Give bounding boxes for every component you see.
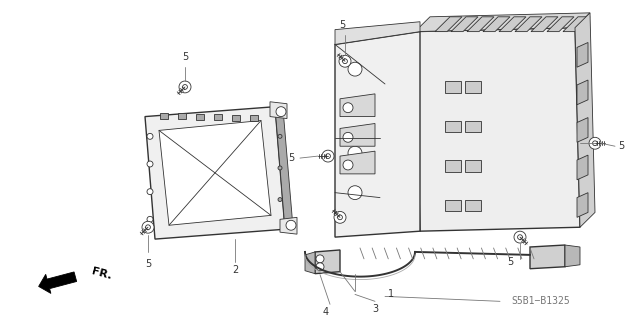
Polygon shape bbox=[465, 121, 481, 132]
Polygon shape bbox=[445, 160, 461, 172]
Text: 4: 4 bbox=[323, 307, 329, 317]
Bar bbox=[232, 115, 240, 121]
Text: 5: 5 bbox=[618, 141, 624, 151]
Polygon shape bbox=[465, 160, 481, 172]
Polygon shape bbox=[340, 151, 375, 174]
Polygon shape bbox=[340, 94, 375, 116]
Polygon shape bbox=[445, 81, 461, 93]
Text: FR.: FR. bbox=[90, 266, 113, 281]
Polygon shape bbox=[445, 121, 461, 132]
Bar bbox=[196, 114, 204, 120]
Text: S5B1−B1325: S5B1−B1325 bbox=[511, 296, 570, 306]
Polygon shape bbox=[451, 17, 478, 32]
Polygon shape bbox=[499, 17, 526, 32]
Circle shape bbox=[343, 103, 353, 113]
Polygon shape bbox=[530, 245, 565, 269]
Polygon shape bbox=[159, 121, 271, 225]
Circle shape bbox=[348, 62, 362, 76]
Polygon shape bbox=[467, 17, 494, 32]
Text: 2: 2 bbox=[232, 265, 238, 275]
Circle shape bbox=[338, 215, 342, 220]
Bar bbox=[178, 113, 186, 119]
Polygon shape bbox=[335, 32, 420, 237]
Polygon shape bbox=[547, 17, 574, 32]
Bar bbox=[250, 115, 258, 121]
Polygon shape bbox=[270, 102, 287, 119]
Polygon shape bbox=[577, 80, 588, 105]
Circle shape bbox=[339, 55, 351, 67]
Text: 5: 5 bbox=[182, 52, 188, 62]
Circle shape bbox=[589, 137, 601, 149]
Circle shape bbox=[278, 197, 282, 202]
Circle shape bbox=[147, 161, 153, 167]
Circle shape bbox=[147, 189, 153, 195]
Polygon shape bbox=[563, 17, 590, 32]
Circle shape bbox=[514, 231, 526, 243]
Circle shape bbox=[147, 216, 153, 222]
Circle shape bbox=[348, 102, 362, 115]
Polygon shape bbox=[145, 107, 285, 239]
Circle shape bbox=[146, 225, 150, 230]
Circle shape bbox=[343, 160, 353, 170]
Circle shape bbox=[348, 146, 362, 160]
Circle shape bbox=[182, 85, 188, 89]
Circle shape bbox=[326, 154, 330, 159]
Circle shape bbox=[593, 141, 597, 146]
Circle shape bbox=[286, 220, 296, 230]
Circle shape bbox=[342, 59, 348, 63]
Polygon shape bbox=[445, 200, 461, 211]
Polygon shape bbox=[275, 107, 293, 229]
Circle shape bbox=[276, 107, 286, 116]
Polygon shape bbox=[577, 155, 588, 180]
Circle shape bbox=[334, 211, 346, 223]
Polygon shape bbox=[335, 22, 420, 44]
Text: 3: 3 bbox=[372, 304, 378, 314]
Polygon shape bbox=[435, 17, 462, 32]
Circle shape bbox=[142, 221, 154, 233]
Circle shape bbox=[343, 132, 353, 142]
Circle shape bbox=[316, 263, 324, 271]
Circle shape bbox=[179, 81, 191, 93]
Text: 5: 5 bbox=[145, 259, 151, 269]
Polygon shape bbox=[465, 81, 481, 93]
Polygon shape bbox=[280, 217, 297, 234]
Polygon shape bbox=[577, 118, 588, 142]
Circle shape bbox=[147, 133, 153, 139]
Polygon shape bbox=[340, 123, 375, 146]
Text: 5: 5 bbox=[288, 153, 294, 163]
Polygon shape bbox=[38, 272, 77, 293]
Circle shape bbox=[322, 150, 334, 162]
Polygon shape bbox=[575, 13, 595, 227]
Polygon shape bbox=[415, 28, 580, 231]
Bar bbox=[214, 114, 222, 120]
Text: 5: 5 bbox=[507, 257, 513, 267]
Polygon shape bbox=[577, 193, 588, 217]
Circle shape bbox=[518, 235, 522, 240]
Circle shape bbox=[278, 134, 282, 138]
Polygon shape bbox=[465, 200, 481, 211]
Text: 1: 1 bbox=[388, 289, 394, 299]
Circle shape bbox=[348, 186, 362, 200]
Circle shape bbox=[278, 166, 282, 170]
Bar bbox=[160, 113, 168, 119]
Polygon shape bbox=[577, 42, 588, 67]
Text: 5: 5 bbox=[339, 20, 345, 30]
Polygon shape bbox=[305, 252, 315, 274]
Polygon shape bbox=[415, 13, 590, 32]
Circle shape bbox=[316, 255, 324, 263]
Polygon shape bbox=[483, 17, 510, 32]
Polygon shape bbox=[315, 250, 340, 274]
Polygon shape bbox=[515, 17, 542, 32]
Polygon shape bbox=[565, 245, 580, 267]
Polygon shape bbox=[531, 17, 558, 32]
